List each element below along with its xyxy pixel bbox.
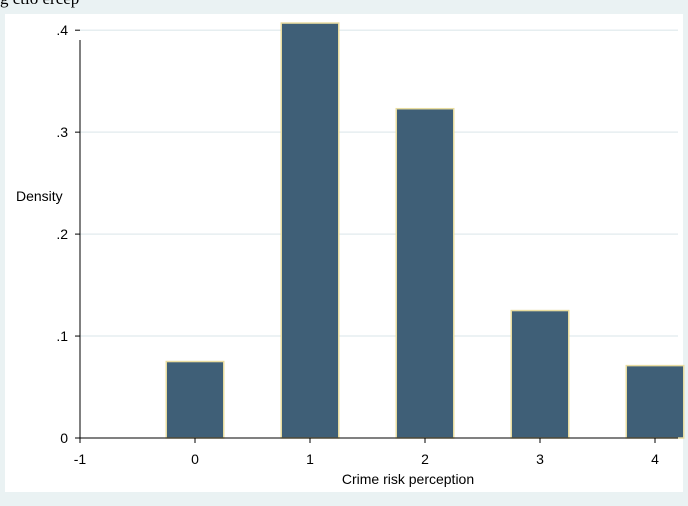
- x-axis-title: Crime risk perception: [342, 471, 474, 487]
- x-tick-label-5: 4: [651, 451, 659, 467]
- y-axis-title: Density: [16, 188, 63, 204]
- bar-1: [280, 22, 340, 439]
- bar-3: [510, 309, 570, 439]
- y-tick-label-1: .1: [56, 328, 68, 344]
- bar-2: [395, 107, 455, 439]
- clipped-caption-text: g ctio ercep: [0, 0, 688, 9]
- graph-region: [5, 14, 683, 492]
- bar-0: [165, 360, 225, 439]
- x-tick-label-0: -1: [74, 451, 87, 467]
- x-tick-label-1: 0: [191, 451, 199, 467]
- x-tick-label-2: 1: [306, 451, 314, 467]
- y-tick-label-0: 0: [60, 430, 68, 446]
- bar-4: [625, 364, 685, 439]
- y-tick-label-2: .2: [56, 226, 68, 242]
- x-tick-label-4: 3: [536, 451, 544, 467]
- y-tick-label-4: .4: [56, 22, 68, 38]
- y-tick-label-3: .3: [56, 124, 68, 140]
- x-tick-label-3: 2: [421, 451, 429, 467]
